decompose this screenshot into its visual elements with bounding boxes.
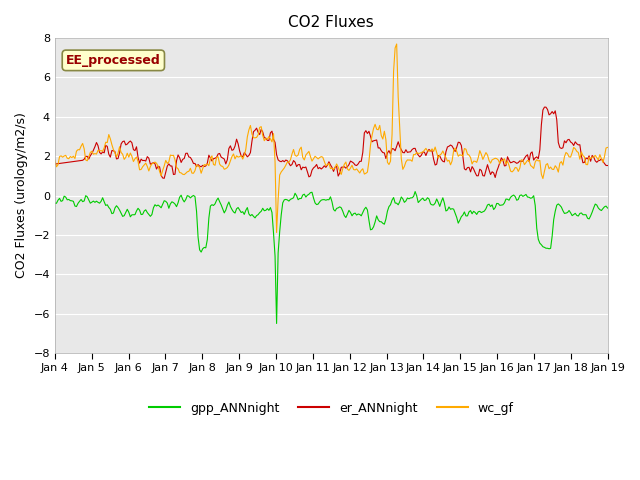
er_ANNnight: [218, 154, 225, 160]
er_ANNnight: [541, 104, 548, 110]
er_ANNnight: [51, 161, 59, 167]
er_ANNnight: [294, 162, 302, 168]
gpp_ANNnight: [576, 211, 584, 216]
wc_gf: [604, 144, 611, 150]
gpp_ANNnight: [243, 204, 251, 210]
er_ANNnight: [245, 153, 253, 158]
Legend: gpp_ANNnight, er_ANNnight, wc_gf: gpp_ANNnight, er_ANNnight, wc_gf: [143, 397, 519, 420]
er_ANNnight: [236, 148, 243, 154]
Line: gpp_ANNnight: gpp_ANNnight: [55, 192, 607, 324]
wc_gf: [234, 154, 242, 160]
wc_gf: [51, 157, 59, 163]
gpp_ANNnight: [234, 204, 242, 210]
gpp_ANNnight: [412, 189, 419, 194]
Y-axis label: CO2 Fluxes (urology/m2/s): CO2 Fluxes (urology/m2/s): [15, 113, 28, 278]
Line: wc_gf: wc_gf: [55, 44, 607, 232]
wc_gf: [273, 229, 280, 235]
gpp_ANNnight: [294, 197, 302, 203]
gpp_ANNnight: [273, 321, 280, 326]
wc_gf: [216, 161, 223, 167]
wc_gf: [576, 156, 584, 162]
gpp_ANNnight: [604, 205, 611, 211]
wc_gf: [294, 152, 302, 158]
gpp_ANNnight: [216, 199, 223, 204]
er_ANNnight: [604, 163, 611, 168]
Text: EE_processed: EE_processed: [66, 54, 161, 67]
wc_gf: [119, 151, 127, 157]
er_ANNnight: [119, 139, 127, 144]
gpp_ANNnight: [51, 200, 59, 206]
wc_gf: [243, 134, 251, 140]
Line: er_ANNnight: er_ANNnight: [55, 107, 607, 178]
er_ANNnight: [576, 142, 584, 148]
Title: CO2 Fluxes: CO2 Fluxes: [289, 15, 374, 30]
er_ANNnight: [161, 175, 168, 181]
gpp_ANNnight: [119, 214, 127, 219]
wc_gf: [393, 41, 401, 47]
